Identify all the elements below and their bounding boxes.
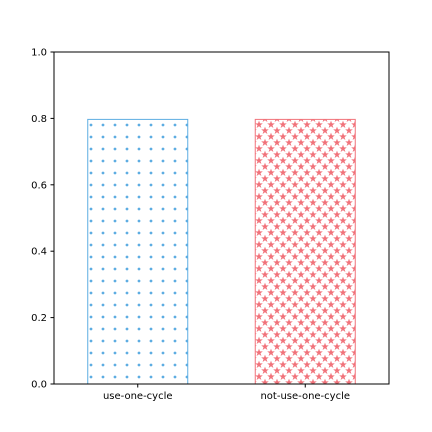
bar-use-one-cycle <box>87 118 189 385</box>
x-tick-label-not-use-one-cycle: not-use-one-cycle <box>260 391 350 402</box>
y-axis: 0.0 0.2 0.4 0.6 0.8 1.0 <box>31 48 54 391</box>
y-tick-label: 0.4 <box>31 247 47 258</box>
y-tick-label: 0.2 <box>31 313 47 324</box>
y-tick-label: 0.8 <box>31 114 47 125</box>
bar-not-use-one-cycle <box>254 118 356 385</box>
y-tick-label: 0.0 <box>31 380 47 391</box>
plot-frame <box>53 51 390 385</box>
y-tick-label: 1.0 <box>31 48 47 59</box>
bars-group <box>87 118 356 385</box>
x-tick-label-use-one-cycle: use-one-cycle <box>103 391 173 402</box>
x-axis: use-one-cycle not-use-one-cycle <box>103 384 350 402</box>
y-tick-label: 0.6 <box>31 180 47 191</box>
